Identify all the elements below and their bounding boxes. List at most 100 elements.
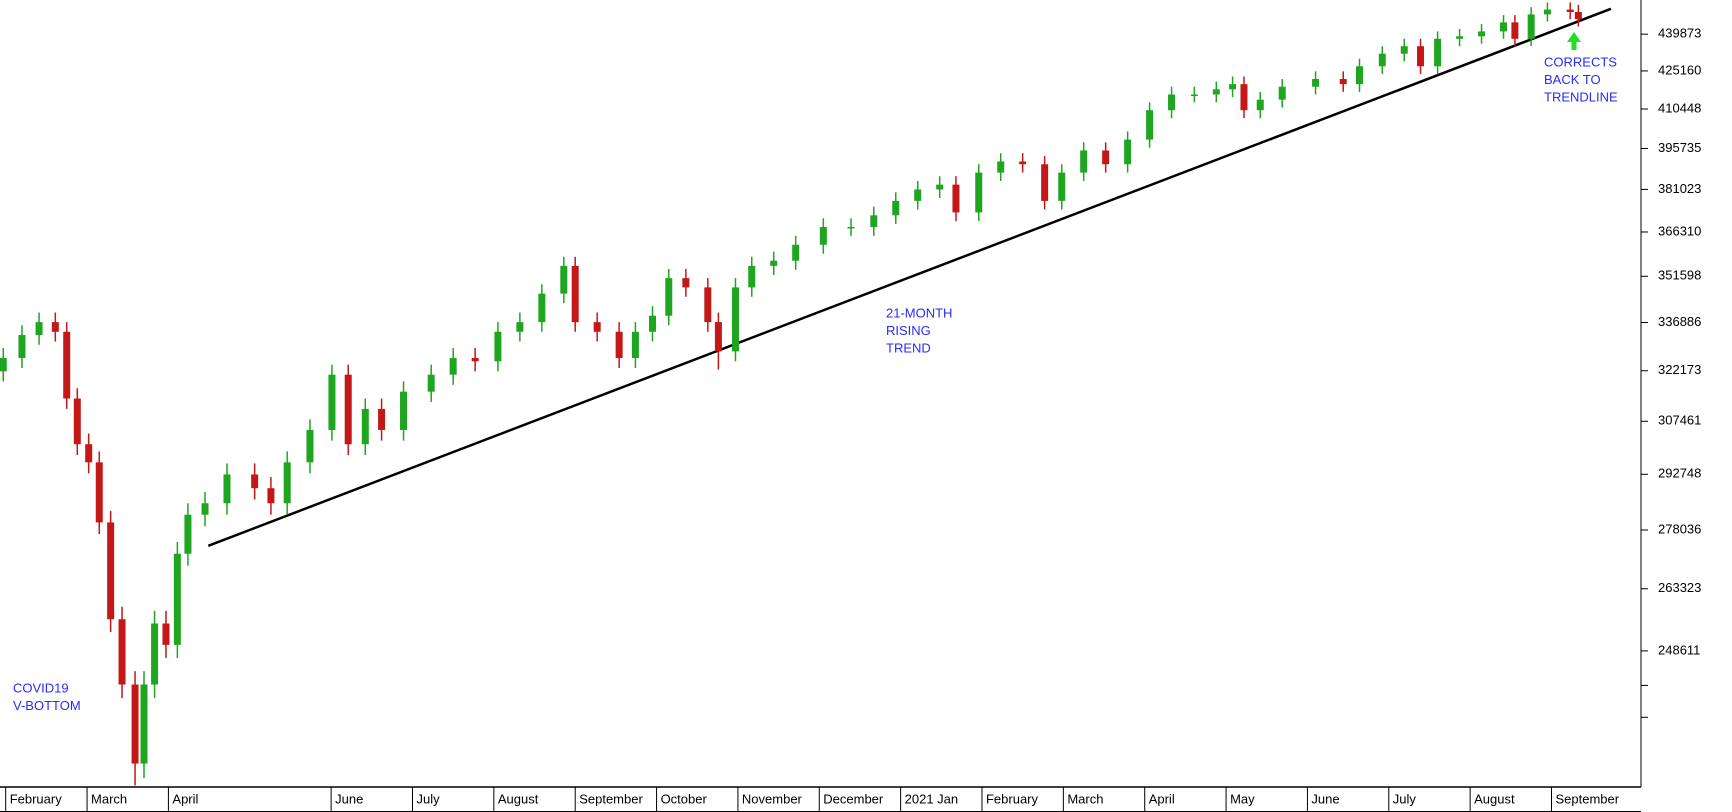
- candle-body: [1102, 150, 1110, 165]
- candle-body: [1229, 84, 1237, 90]
- candle-body: [471, 357, 479, 362]
- annotation: TREND: [886, 340, 931, 355]
- candle-body: [63, 331, 71, 399]
- candle-body: [118, 619, 126, 685]
- candle-body: [18, 335, 26, 358]
- candle-body: [665, 278, 673, 316]
- candle-body: [1190, 94, 1198, 96]
- y-tick-label: 263323: [1658, 580, 1701, 595]
- candle-body: [914, 189, 922, 201]
- candle-body: [1041, 164, 1049, 201]
- x-tick-label: June: [335, 791, 363, 806]
- x-tick-label: March: [1067, 791, 1103, 806]
- candle-body: [770, 260, 778, 266]
- candle-body: [1434, 38, 1442, 67]
- y-tick-label: 395735: [1658, 140, 1701, 155]
- y-tick-label: 307461: [1658, 413, 1701, 428]
- candle-body: [1574, 11, 1582, 20]
- candle-body: [95, 462, 103, 523]
- x-tick-label: April: [172, 791, 198, 806]
- candle-body: [870, 215, 878, 227]
- candle-body: [162, 623, 170, 645]
- candle-body: [494, 331, 502, 362]
- y-tick-label: 351598: [1658, 268, 1701, 283]
- candle-body: [85, 444, 93, 463]
- candle-body: [0, 357, 7, 372]
- candle-body: [1400, 46, 1408, 54]
- candle-body: [344, 374, 352, 445]
- x-tick-label: March: [91, 791, 127, 806]
- candle-body: [631, 331, 639, 358]
- candle-body: [306, 429, 314, 463]
- candle-body: [560, 265, 568, 294]
- x-tick-label: July: [416, 791, 440, 806]
- y-tick-label: 336886: [1658, 314, 1701, 329]
- candle-body: [648, 315, 656, 332]
- candle-body: [107, 522, 115, 620]
- x-tick-label: August: [1474, 791, 1515, 806]
- x-tick-label: February: [986, 791, 1039, 806]
- x-tick-label: July: [1393, 791, 1417, 806]
- candle-body: [1278, 86, 1286, 100]
- annotation: BACK TO: [1544, 72, 1601, 87]
- candle-body: [283, 462, 291, 504]
- candle-body: [378, 408, 386, 430]
- x-tick-label: October: [661, 791, 708, 806]
- trendline: [207, 7, 1612, 547]
- candle-body: [819, 226, 827, 245]
- candle-body: [731, 287, 739, 352]
- candle-body: [1312, 79, 1320, 87]
- candle-body: [704, 287, 712, 323]
- candle-body: [847, 226, 855, 229]
- candle-body: [1355, 66, 1363, 85]
- candle-body: [1417, 46, 1425, 67]
- candle-body: [73, 398, 81, 445]
- candle-body: [151, 623, 159, 685]
- candle-body: [1339, 79, 1347, 85]
- x-tick-label: September: [579, 791, 643, 806]
- candle-body: [1168, 94, 1176, 111]
- candle-body: [361, 408, 369, 445]
- candle-body: [1500, 22, 1508, 32]
- candle-body: [615, 331, 623, 358]
- y-tick-label: 439873: [1658, 26, 1701, 41]
- candle-body: [1566, 9, 1574, 12]
- candle-body: [1019, 161, 1027, 165]
- candle-body: [51, 322, 59, 332]
- candle-body: [997, 161, 1005, 173]
- x-tick-label: August: [498, 791, 539, 806]
- annotation: 21-MONTH: [886, 305, 952, 320]
- candle-body: [1240, 84, 1248, 111]
- x-tick-label: November: [742, 791, 803, 806]
- candle-body: [251, 474, 259, 489]
- x-tick-label: September: [1556, 791, 1620, 806]
- y-tick-label: 248611: [1658, 642, 1700, 657]
- candle-body: [952, 184, 960, 213]
- x-tick-label: 2021 Jan: [905, 791, 959, 806]
- y-tick-label: 322173: [1658, 362, 1701, 377]
- x-tick-label: May: [1230, 791, 1255, 806]
- annotation: V-BOTTOM: [13, 698, 81, 713]
- candle-body: [571, 265, 579, 323]
- candle-body: [682, 278, 690, 288]
- candle-body: [1146, 110, 1154, 140]
- candle-body: [1378, 53, 1386, 67]
- candle-body: [173, 553, 181, 645]
- candle-body: [201, 503, 209, 515]
- candle-body: [538, 293, 546, 323]
- candle-body: [975, 172, 983, 213]
- candle-body: [35, 322, 43, 336]
- candle-body: [1511, 22, 1519, 39]
- candle-body: [792, 244, 800, 261]
- candle-body: [1527, 14, 1535, 39]
- annotation: TRENDLINE: [1544, 89, 1618, 104]
- y-tick-label: 425160: [1658, 62, 1701, 77]
- candle-body: [1058, 172, 1066, 201]
- candle-body: [936, 184, 944, 190]
- x-tick-label: February: [10, 791, 63, 806]
- up-arrow: [1567, 32, 1581, 50]
- candle-body: [516, 322, 524, 332]
